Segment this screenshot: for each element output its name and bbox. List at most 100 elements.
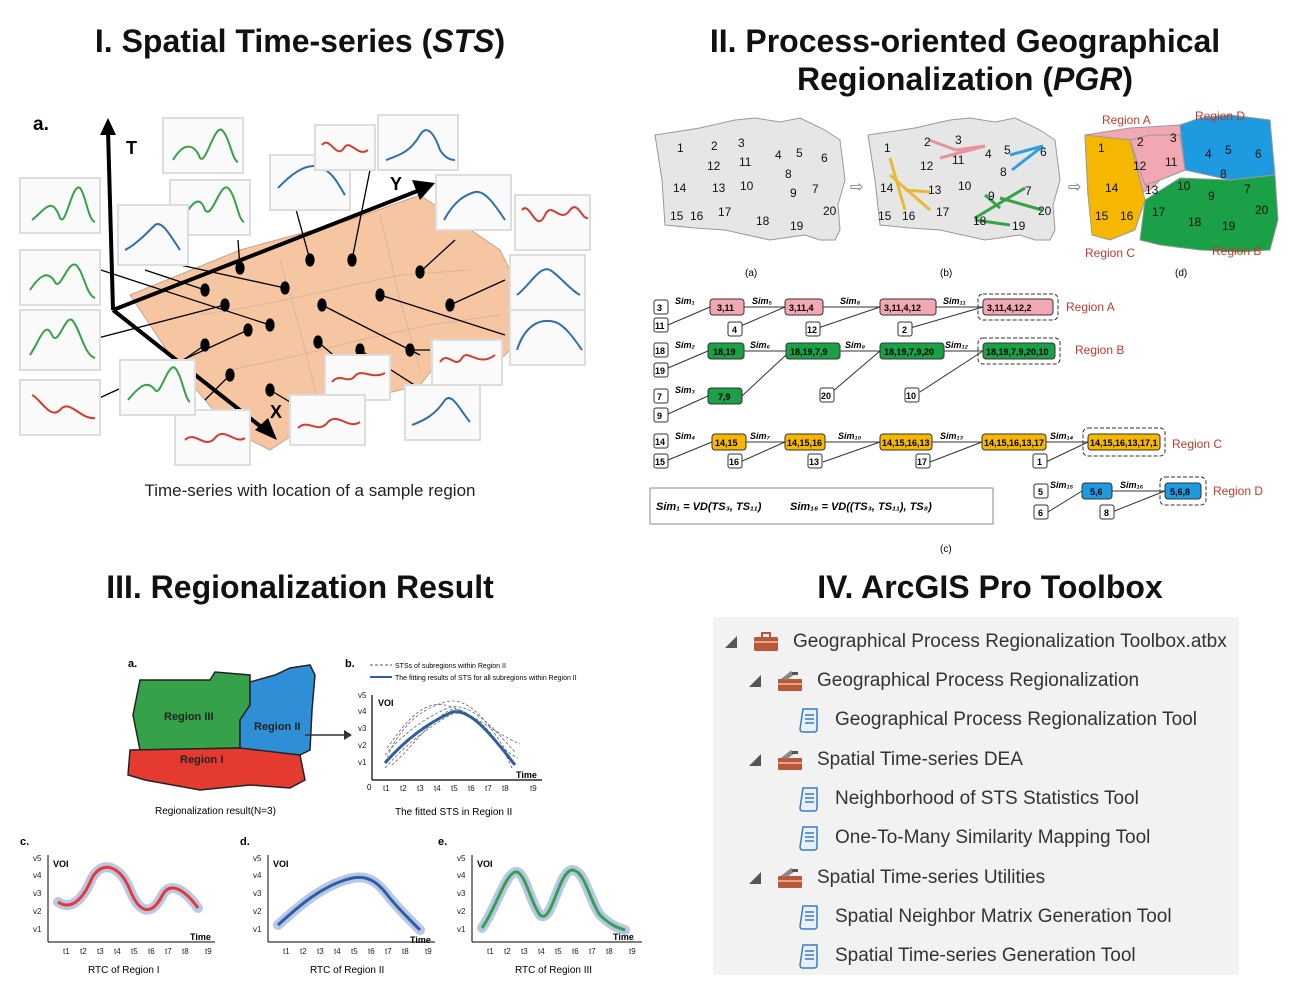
axis-t-label: T <box>126 138 137 158</box>
svg-text:9: 9 <box>657 411 662 421</box>
title-arcgis-toolbox: IV. ArcGIS Pro Toolbox <box>817 569 1163 605</box>
title-regionalization-result: III. Regionalization Result <box>106 569 494 605</box>
tool-one-to-many-similarity-mapping[interactable]: One-To-Many Similarity Mapping Tool <box>799 823 1150 853</box>
row-region-c: 14 15 Sim₄ 14,15 16 Sim₇ 14,15,16 13 Sim… <box>653 427 1222 469</box>
collapse-triangle-icon[interactable] <box>749 754 761 766</box>
tool-spatial-time-series-generation[interactable]: Spatial Time-series Generation Tool <box>799 941 1136 971</box>
collapse-triangle-icon[interactable] <box>725 636 737 648</box>
caption-d: RTC of Region II <box>310 965 384 976</box>
svg-text:12: 12 <box>807 325 817 335</box>
svg-text:t2: t2 <box>80 947 87 956</box>
axis-y-label: Y <box>390 174 402 194</box>
svg-text:v2: v2 <box>457 907 466 916</box>
svg-text:19: 19 <box>790 219 804 233</box>
chart-d-voi: VOI <box>273 859 289 869</box>
title-q2-line1: II. Process-oriented Geographical <box>709 23 1221 59</box>
svg-text:5,6,8: 5,6,8 <box>1170 487 1190 497</box>
svg-text:t4: t4 <box>434 784 441 793</box>
tool-label: Spatial Time-series Generation Tool <box>835 945 1136 966</box>
script-tool-icon <box>799 787 818 812</box>
svg-text:2: 2 <box>1137 135 1144 149</box>
tool-spatial-neighbor-matrix-generation[interactable]: Spatial Neighbor Matrix Generation Tool <box>799 902 1172 932</box>
svg-text:Sim₅: Sim₅ <box>752 296 773 306</box>
script-tool-icon <box>799 708 818 733</box>
svg-text:5: 5 <box>1038 487 1043 497</box>
svg-text:14,15,16,13: 14,15,16,13 <box>882 438 930 448</box>
title-q1-end: ) <box>494 23 506 59</box>
svg-text:12: 12 <box>707 159 721 173</box>
collapse-triangle-icon[interactable] <box>749 872 761 884</box>
toolset-spatial-time-series-dea[interactable]: Spatial Time-series DEA <box>749 745 1023 775</box>
region-i-label: Region I <box>180 754 223 766</box>
svg-text:t5: t5 <box>131 947 138 956</box>
svg-text:15: 15 <box>655 457 665 467</box>
region-ii-label: Region II <box>254 721 300 733</box>
toolset-spatial-time-series-utilities[interactable]: Spatial Time-series Utilities <box>749 863 1045 893</box>
chart-e-time: Time <box>613 932 634 942</box>
svg-text:13: 13 <box>712 181 726 195</box>
svg-text:18,19: 18,19 <box>713 347 736 357</box>
svg-text:6: 6 <box>1038 508 1043 518</box>
caption-e: RTC of Region III <box>515 965 592 976</box>
svg-text:t1: t1 <box>383 784 390 793</box>
svg-text:v3: v3 <box>253 889 262 898</box>
svg-text:10: 10 <box>740 179 754 193</box>
script-tool-icon <box>799 905 818 930</box>
sub-d: (d) <box>1175 268 1187 279</box>
svg-text:v5: v5 <box>33 854 42 863</box>
svg-text:v2: v2 <box>253 907 262 916</box>
axis-t <box>106 129 115 311</box>
svg-text:t4: t4 <box>334 947 341 956</box>
toolbox-root[interactable]: Geographical Process Regionalization Too… <box>725 627 1227 657</box>
svg-text:t9: t9 <box>629 947 636 956</box>
svg-text:14,15: 14,15 <box>715 438 738 448</box>
svg-text:v1: v1 <box>33 925 42 934</box>
svg-text:t8: t8 <box>402 947 409 956</box>
chart-c-voi: VOI <box>53 859 69 869</box>
svg-text:v1: v1 <box>457 925 466 934</box>
svg-text:⇨: ⇨ <box>850 179 863 196</box>
svg-text:t2: t2 <box>504 947 511 956</box>
collapse-triangle-icon[interactable] <box>749 675 761 687</box>
region-ii-area <box>239 664 316 756</box>
svg-text:18: 18 <box>973 214 987 228</box>
p3-a-label: a. <box>128 658 137 670</box>
svg-text:9: 9 <box>790 186 797 200</box>
region-d-row-label: Region D <box>1213 484 1263 498</box>
toolset-geographical-process-regionalization[interactable]: Geographical Process Regionalization <box>749 666 1139 696</box>
svg-text:14,15,16: 14,15,16 <box>787 438 822 448</box>
title-q2-line2: Regionalization (PGR) <box>660 60 1270 98</box>
svg-text:t8: t8 <box>182 947 189 956</box>
svg-text:9: 9 <box>988 189 995 203</box>
svg-text:11: 11 <box>952 153 965 167</box>
tool-neighborhood-sts-statistics[interactable]: Neighborhood of STS Statistics Tool <box>799 784 1139 814</box>
svg-text:t1: t1 <box>283 947 290 956</box>
mini-ts-charts <box>19 114 591 466</box>
svg-text:Sim₁₅: Sim₁₅ <box>1050 480 1074 490</box>
chart-b-time: Time <box>516 770 537 780</box>
region-b-row-label: Region B <box>1075 343 1124 357</box>
svg-text:v5: v5 <box>358 691 367 700</box>
region-iii-label: Region III <box>164 711 214 723</box>
svg-text:18: 18 <box>655 346 665 356</box>
svg-text:Sim₁: Sim₁ <box>675 296 695 306</box>
svg-text:19: 19 <box>1222 219 1236 233</box>
tool-geographical-process-regionalization[interactable]: Geographical Process Regionalization Too… <box>799 705 1197 735</box>
chart-d: d. VOI Time v1 v2 v3 v4 v5 t1 t2 t3 t4 t5 t6 t7 t8 t… <box>240 836 435 976</box>
formula-sim1: Sim₁ = VD(TS₃, TS₁₁) <box>656 501 762 513</box>
svg-text:8: 8 <box>1104 508 1109 518</box>
svg-text:Sim₁₃: Sim₁₃ <box>940 431 964 441</box>
regionalization-result: a. Region III Region II Region I Regiona… <box>20 658 642 976</box>
title-q2-end: ) <box>1122 61 1133 97</box>
svg-text:t6: t6 <box>368 947 375 956</box>
svg-text:t8: t8 <box>606 947 613 956</box>
svg-text:t7: t7 <box>385 947 392 956</box>
chart-c: c. VOI Time v1 v2 v3 v4 v5 t1 t2 t3 t4 t5 t6 t7 t8 t… <box>20 836 215 976</box>
svg-text:14: 14 <box>880 181 894 195</box>
svg-text:Sim₆: Sim₆ <box>750 340 771 350</box>
region-d-map-label: Region D <box>1195 109 1245 123</box>
svg-text:3,11,4,12,2: 3,11,4,12,2 <box>987 303 1032 313</box>
svg-text:6: 6 <box>821 151 828 165</box>
svg-text:4: 4 <box>732 325 737 335</box>
svg-text:18: 18 <box>756 214 770 228</box>
